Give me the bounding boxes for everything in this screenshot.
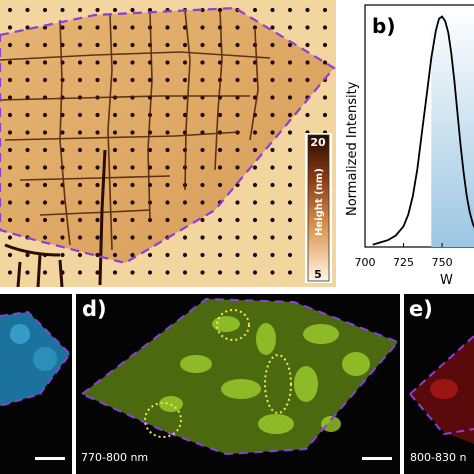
green-channel-image [80, 297, 400, 456]
afm-height-map: 20 5 Height (nm) [0, 0, 336, 287]
x-tick-label: 750 [432, 256, 453, 269]
panel-d-range-label: 770-800 nm [81, 451, 149, 464]
spectrum-line [372, 15, 474, 246]
panel-e-range-label: 800-830 n [410, 451, 467, 464]
dotted-ellipse-2 [264, 354, 292, 414]
panel-b-spectrum-chart: 7007257507 b) Normalized Intensity W [336, 0, 474, 287]
colorbar: 20 5 Height (nm) [305, 133, 332, 283]
flake-outline-d [80, 297, 400, 456]
x-tick-label: 700 [355, 256, 376, 269]
green-hotspots [159, 316, 370, 434]
colorbar-max-label: 20 [310, 136, 326, 149]
edge-streaks [4, 149, 107, 287]
panel-e-fluorescence-image: e) 800-830 n [404, 294, 474, 474]
panel-a-afm-image: 20 5 Height (nm) [0, 0, 336, 287]
dotted-ellipse-1 [216, 309, 250, 341]
panel-d-fluorescence-image: d) 770-800 nm [76, 294, 400, 474]
x-axis-label: W [440, 273, 453, 287]
scale-bar-c [35, 457, 65, 460]
scale-bar-d [362, 457, 392, 460]
colorbar-min-label: 5 [314, 268, 322, 281]
cyan-channel-image [0, 310, 72, 407]
red-channel-image [409, 335, 474, 444]
y-axis-label: Normalized Intensity [345, 81, 360, 216]
dotted-ellipse-3 [144, 402, 182, 438]
highlight-band [431, 6, 474, 247]
green-flake [82, 299, 398, 454]
panel-b-label: b) [372, 14, 395, 38]
spectrum-plot: 7007257507 b) Normalized Intensity W [345, 4, 474, 287]
x-ticks: 7007257507 [355, 243, 453, 269]
panel-e-label: e) [409, 297, 433, 321]
flake-outline [0, 6, 336, 265]
panel-c-fluorescence-image [0, 294, 72, 474]
crack-network [0, 9, 271, 251]
colorbar-title: Height (nm) [314, 168, 325, 236]
panel-d-label: d) [82, 297, 107, 321]
x-tick-label: 725 [393, 256, 414, 269]
